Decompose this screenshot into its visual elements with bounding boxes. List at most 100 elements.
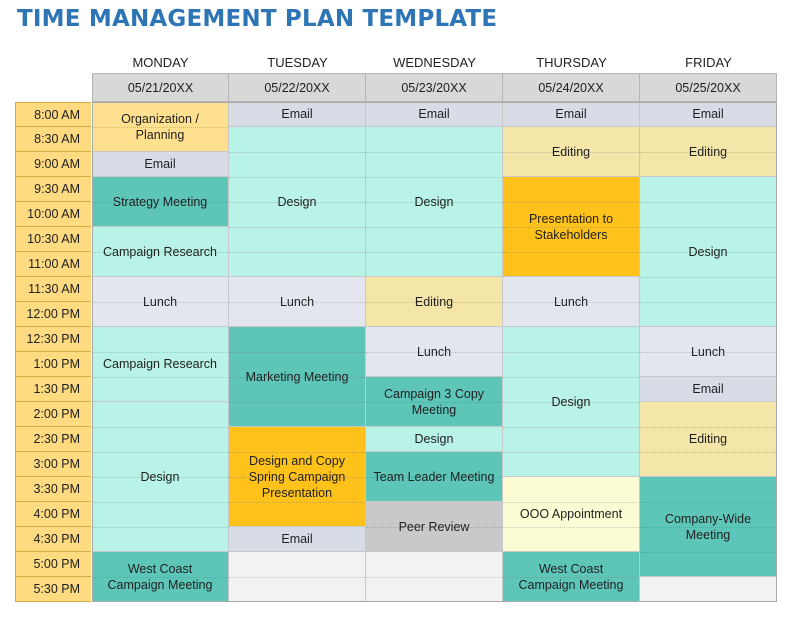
half-hour-gridline bbox=[503, 152, 639, 153]
time-slot-label: 11:00 AM bbox=[15, 252, 91, 277]
schedule-event[interactable]: OOO Appointment bbox=[503, 477, 640, 552]
half-hour-gridline bbox=[503, 527, 639, 528]
schedule-event[interactable]: Email bbox=[366, 102, 503, 127]
schedule-event[interactable]: Design bbox=[366, 127, 503, 277]
schedule-event[interactable]: Email bbox=[92, 152, 229, 177]
schedule-event[interactable]: Design bbox=[366, 427, 503, 452]
empty-slot[interactable] bbox=[366, 552, 503, 602]
time-slot-label: 12:30 PM bbox=[15, 327, 91, 352]
half-hour-gridline bbox=[229, 402, 365, 403]
half-hour-gridline bbox=[503, 577, 639, 578]
half-hour-gridline bbox=[92, 577, 228, 578]
schedule-event[interactable]: Design bbox=[229, 127, 366, 277]
event-label: Design bbox=[414, 432, 454, 446]
half-hour-gridline bbox=[366, 227, 502, 228]
half-hour-gridline bbox=[640, 302, 776, 303]
half-hour-gridline bbox=[92, 202, 228, 203]
schedule-event[interactable]: Design bbox=[92, 402, 229, 552]
event-label: OOO Appointment bbox=[519, 507, 623, 521]
event-label: Email bbox=[144, 157, 176, 171]
schedule-event[interactable]: Marketing Meeting bbox=[229, 327, 366, 427]
empty-slot[interactable] bbox=[640, 577, 777, 602]
half-hour-gridline bbox=[229, 227, 365, 228]
half-hour-gridline bbox=[229, 152, 365, 153]
schedule-event[interactable]: Lunch bbox=[366, 327, 503, 377]
schedule-event[interactable]: Lunch bbox=[92, 277, 229, 327]
schedule-event[interactable]: Strategy Meeting bbox=[92, 177, 229, 227]
half-hour-gridline bbox=[366, 152, 502, 153]
schedule-event[interactable]: Editing bbox=[640, 402, 777, 477]
half-hour-gridline bbox=[229, 202, 365, 203]
time-slot-label: 1:30 PM bbox=[15, 377, 91, 402]
half-hour-gridline bbox=[366, 302, 502, 303]
schedule-event[interactable]: Design bbox=[503, 327, 640, 477]
schedule-event[interactable]: Editing bbox=[503, 127, 640, 177]
time-slot-label: 10:30 AM bbox=[15, 227, 91, 252]
schedule-event[interactable]: Presentation to Stakeholders bbox=[503, 177, 640, 277]
schedule-event[interactable]: Lunch bbox=[503, 277, 640, 327]
half-hour-gridline bbox=[503, 377, 639, 378]
schedule-event[interactable]: Lunch bbox=[640, 327, 777, 377]
schedule-event[interactable]: Email bbox=[503, 102, 640, 127]
event-label: Lunch bbox=[553, 294, 589, 309]
half-hour-gridline bbox=[92, 477, 228, 478]
event-label: Company-Wide Meeting bbox=[664, 511, 752, 542]
event-label: Email bbox=[281, 532, 313, 546]
schedule-event[interactable]: Campaign 3 Copy Meeting bbox=[366, 377, 503, 427]
half-hour-gridline bbox=[229, 177, 365, 178]
half-hour-gridline bbox=[229, 452, 365, 453]
schedule-event[interactable]: Editing bbox=[366, 277, 503, 327]
time-slot-label: 5:30 PM bbox=[15, 577, 91, 602]
schedule-event[interactable]: Design and Copy Spring Campaign Presenta… bbox=[229, 427, 366, 527]
event-label: Email bbox=[692, 382, 724, 396]
schedule-event[interactable]: Peer Review bbox=[366, 502, 503, 552]
schedule-event[interactable]: Editing bbox=[640, 127, 777, 177]
event-label: Editing bbox=[688, 432, 728, 446]
event-label: Design bbox=[551, 394, 591, 409]
schedule-event[interactable]: Organization / Planning bbox=[92, 102, 229, 152]
time-slot-label: 12:00 PM bbox=[15, 302, 91, 327]
event-label: Design and Copy Spring Campaign Presenta… bbox=[248, 453, 346, 500]
half-hour-gridline bbox=[640, 552, 776, 553]
half-hour-gridline bbox=[92, 452, 228, 453]
half-hour-gridline bbox=[92, 527, 228, 528]
half-hour-gridline bbox=[92, 302, 228, 303]
schedule-event[interactable]: Design bbox=[640, 177, 777, 327]
event-label: Editing bbox=[688, 144, 728, 159]
event-label: Design bbox=[688, 244, 728, 259]
half-hour-gridline bbox=[92, 252, 228, 253]
event-label: Email bbox=[281, 107, 313, 121]
day-header: FRIDAY bbox=[685, 55, 732, 70]
half-hour-gridline bbox=[503, 227, 639, 228]
schedule-event[interactable]: Lunch bbox=[229, 277, 366, 327]
event-label: Peer Review bbox=[398, 519, 470, 534]
half-hour-gridline bbox=[366, 202, 502, 203]
schedule-event[interactable]: West Coast Campaign Meeting bbox=[503, 552, 640, 602]
schedule-event[interactable]: Campaign Research bbox=[92, 227, 229, 277]
half-hour-gridline bbox=[503, 452, 639, 453]
event-label: Lunch bbox=[279, 294, 315, 309]
day-header: TUESDAY bbox=[267, 55, 328, 70]
page-title: TIME MANAGEMENT PLAN TEMPLATE bbox=[17, 6, 498, 32]
empty-slot[interactable] bbox=[229, 552, 366, 602]
event-label: West Coast Campaign Meeting bbox=[107, 561, 213, 592]
event-label: Lunch bbox=[690, 344, 726, 359]
half-hour-gridline bbox=[366, 352, 502, 353]
schedule-event[interactable]: Email bbox=[229, 527, 366, 552]
schedule-event[interactable]: Company-Wide Meeting bbox=[640, 477, 777, 577]
schedule-event[interactable]: Campaign Research bbox=[92, 327, 229, 402]
schedule-event[interactable]: Email bbox=[640, 102, 777, 127]
schedule-event[interactable]: Email bbox=[229, 102, 366, 127]
event-label: Campaign Research bbox=[103, 244, 217, 259]
time-slot-label: 4:30 PM bbox=[15, 527, 91, 552]
half-hour-gridline bbox=[92, 127, 228, 128]
day-header: WEDNESDAY bbox=[393, 55, 476, 70]
schedule-event[interactable]: Team Leader Meeting bbox=[366, 452, 503, 502]
event-label: Team Leader Meeting bbox=[373, 469, 495, 484]
schedule-event[interactable]: Email bbox=[640, 377, 777, 402]
event-label: Organization / Planning bbox=[121, 111, 199, 142]
half-hour-gridline bbox=[640, 202, 776, 203]
half-hour-gridline bbox=[503, 252, 639, 253]
event-label: Campaign 3 Copy Meeting bbox=[383, 386, 485, 417]
time-slot-label: 4:00 PM bbox=[15, 502, 91, 527]
